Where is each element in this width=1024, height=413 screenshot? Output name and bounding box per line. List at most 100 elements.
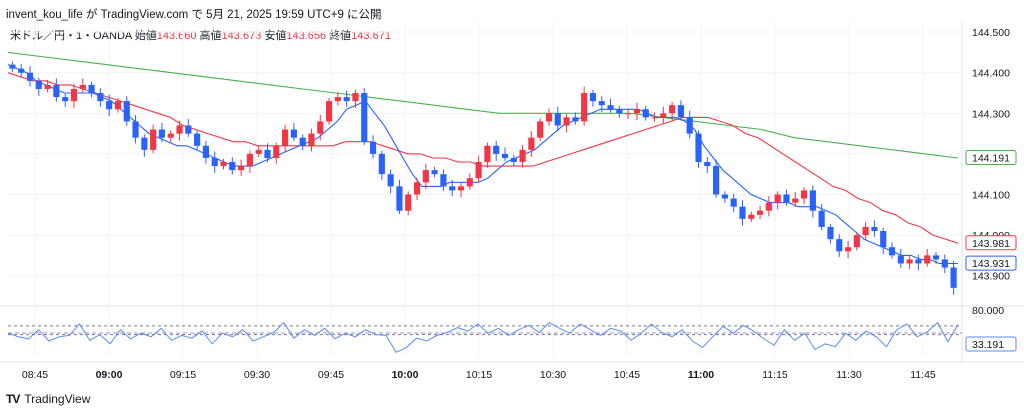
candle-body xyxy=(572,117,579,122)
price-tick-label: 144.500 xyxy=(972,27,1010,39)
candle-body xyxy=(765,202,772,211)
candle-body xyxy=(888,247,896,256)
candle xyxy=(396,179,403,214)
candle-body xyxy=(466,178,473,187)
candle-body xyxy=(677,105,684,118)
candle-body xyxy=(757,210,764,215)
candle xyxy=(792,192,799,208)
candle-body xyxy=(739,206,746,219)
candle xyxy=(510,154,517,167)
candle xyxy=(176,120,183,141)
candle xyxy=(669,101,676,121)
low-label: 安値 xyxy=(264,30,287,42)
candle-body xyxy=(809,190,816,211)
candle-body xyxy=(748,214,755,219)
candle xyxy=(545,108,553,126)
close-value: 143.671 xyxy=(351,30,391,42)
grid xyxy=(0,22,1024,363)
candle-body xyxy=(70,88,78,102)
ema-mid-badge: 143.981 xyxy=(965,235,1017,251)
candle-body xyxy=(334,97,341,102)
candle xyxy=(422,163,429,190)
candle-body xyxy=(853,235,860,248)
candle-body xyxy=(79,84,86,89)
candle-body xyxy=(827,226,834,240)
candle xyxy=(924,248,931,267)
candle xyxy=(387,169,394,194)
ema-slow-line xyxy=(7,51,959,159)
time-tick-label: 10:45 xyxy=(614,369,640,381)
candle-body xyxy=(906,259,913,264)
candle xyxy=(26,66,34,87)
candle xyxy=(211,151,218,173)
time-tick-label: 09:15 xyxy=(170,369,196,381)
price-axis[interactable]: 144.500144.400144.300144.200144.100144.0… xyxy=(972,27,1010,317)
candle xyxy=(255,144,262,158)
tradingview-logo-icon: TV xyxy=(6,392,20,406)
candle xyxy=(888,242,896,259)
candle xyxy=(150,124,157,154)
candle-body xyxy=(915,259,922,264)
candle xyxy=(862,222,869,240)
close-label: 終値 xyxy=(329,30,352,42)
candle xyxy=(405,191,412,216)
candle-body xyxy=(800,190,808,199)
time-tick-label: 10:30 xyxy=(540,369,566,381)
candle-body xyxy=(457,186,465,191)
candle xyxy=(906,256,913,270)
candle-body xyxy=(97,93,104,102)
candle xyxy=(229,157,236,175)
candle xyxy=(880,227,887,255)
candle-body xyxy=(88,84,95,94)
candle xyxy=(238,159,245,176)
candle xyxy=(343,90,350,107)
candle xyxy=(616,106,623,118)
low-value: 143.656 xyxy=(286,30,327,42)
candle-body xyxy=(396,186,403,211)
candle-body xyxy=(264,149,271,158)
candle-body xyxy=(730,198,737,207)
tradingview-brand[interactable]: TV TradingView xyxy=(6,392,90,406)
brand-name: TradingView xyxy=(24,392,91,406)
candle xyxy=(352,89,359,109)
ema-fast-badge-box xyxy=(965,255,1017,271)
candle xyxy=(730,193,737,213)
candle xyxy=(950,261,957,295)
candle xyxy=(141,134,148,157)
candle-body xyxy=(449,186,456,191)
rsi-tick-label: 80.000 xyxy=(972,305,1004,317)
candle xyxy=(563,114,570,133)
candle xyxy=(589,89,597,107)
indicator-lines xyxy=(7,51,959,265)
candle-body xyxy=(528,137,535,150)
candle-body xyxy=(440,174,447,187)
candle-body xyxy=(695,133,702,163)
candle xyxy=(413,177,421,201)
candle xyxy=(308,128,315,152)
candle xyxy=(220,158,227,170)
candle-body xyxy=(343,97,350,102)
candle xyxy=(361,88,368,145)
candle xyxy=(62,93,69,107)
candle-body xyxy=(9,64,16,69)
candle-body xyxy=(282,129,289,146)
candle-body xyxy=(501,153,509,158)
candle-body xyxy=(176,125,183,134)
candle xyxy=(70,84,78,109)
time-axis[interactable]: 08:45 09:00 09:15 09:30 09:45 10:00 10:15 10:30… xyxy=(22,369,936,381)
candle-body xyxy=(669,105,676,114)
candle-body xyxy=(158,129,166,138)
candle-body xyxy=(18,68,25,73)
candle xyxy=(537,118,544,141)
candle-body xyxy=(378,153,385,175)
candle-body xyxy=(704,162,711,167)
candle xyxy=(774,191,781,210)
candle xyxy=(325,97,333,125)
candle-body xyxy=(238,166,245,171)
candle-body xyxy=(387,174,394,187)
candle-body xyxy=(194,133,201,146)
candle-body xyxy=(686,117,693,134)
candle-body xyxy=(721,194,728,199)
candle-body xyxy=(422,170,429,183)
